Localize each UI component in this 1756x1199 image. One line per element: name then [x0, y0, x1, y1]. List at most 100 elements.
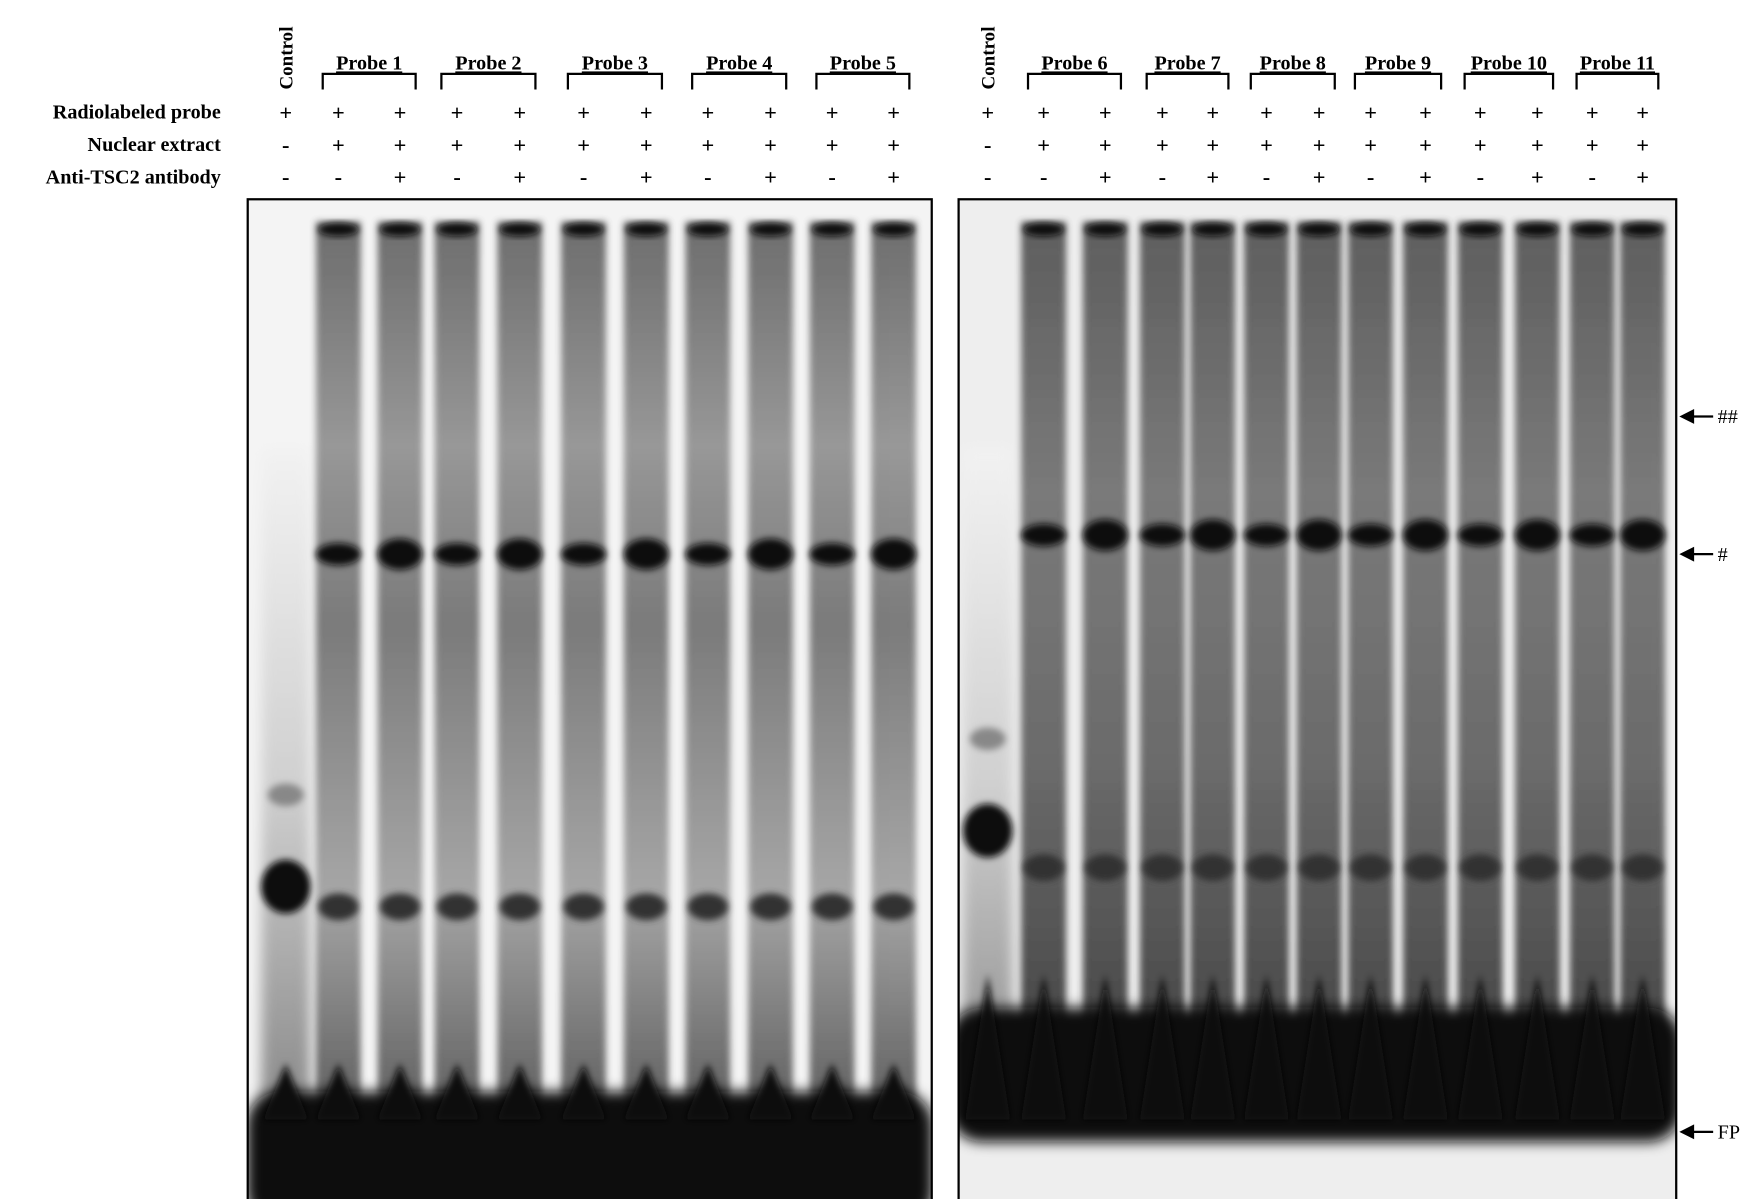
- gel-lane: [561, 221, 606, 1118]
- probe-bracket: [1249, 72, 1336, 90]
- free-probe-peak: [1021, 973, 1067, 1120]
- gel-band: [963, 803, 1013, 858]
- sign: +: [1037, 132, 1050, 157]
- gel-band: [1139, 523, 1185, 547]
- gel-lane: [1403, 221, 1448, 1118]
- sign: +: [764, 132, 777, 157]
- gel-panel: [247, 199, 932, 1199]
- gel-well: [1298, 222, 1340, 237]
- sign: -: [1477, 165, 1484, 190]
- gel-band: [434, 542, 480, 566]
- gel-lane: [809, 221, 855, 1118]
- free-probe-peak: [434, 1063, 480, 1120]
- free-probe-peak: [623, 1063, 669, 1120]
- gel-band: [969, 727, 1006, 751]
- free-probe-peak: [263, 1063, 309, 1120]
- gel-lane: [434, 221, 480, 1118]
- gel-lane: [1296, 221, 1342, 1118]
- free-probe-peak: [871, 1063, 917, 1120]
- gel-lane: [1348, 221, 1393, 1118]
- gel-well: [436, 222, 478, 237]
- free-probe-peak: [316, 1063, 361, 1120]
- sign: +: [577, 132, 590, 157]
- probe-bracket: [440, 72, 537, 90]
- sign: -: [282, 165, 289, 190]
- sign: +: [1586, 100, 1599, 125]
- free-probe-peak: [685, 1063, 731, 1120]
- gel-band: [626, 893, 667, 921]
- sign: +: [577, 100, 590, 125]
- gel-well: [1023, 222, 1064, 237]
- gel-band: [267, 783, 304, 807]
- gel-lane: [685, 221, 731, 1118]
- gel-band: [685, 542, 731, 566]
- gel-band: [623, 538, 669, 570]
- gel-band: [1085, 854, 1126, 882]
- free-probe-peak: [1348, 973, 1393, 1120]
- sign: -: [282, 132, 289, 157]
- gel-band: [1348, 523, 1393, 547]
- sign: +: [1474, 100, 1487, 125]
- sign: +: [513, 132, 526, 157]
- gel-band: [1515, 519, 1560, 551]
- gel-lane: [1515, 221, 1560, 1118]
- sign: +: [887, 100, 900, 125]
- gel-band: [379, 893, 421, 921]
- sign: +: [1419, 100, 1432, 125]
- free-probe-peak: [1515, 973, 1560, 1120]
- free-probe-peak: [1403, 973, 1448, 1120]
- gel-band: [809, 542, 855, 566]
- free-probe-peak: [1244, 973, 1289, 1120]
- probe-label: Probe 10: [1471, 52, 1547, 74]
- sign: +: [513, 165, 526, 190]
- gel-band: [873, 893, 914, 921]
- gel-well: [1405, 222, 1446, 237]
- gel-lane: [871, 221, 917, 1118]
- probe-bracket: [1463, 72, 1555, 90]
- probe-label: Probe 8: [1260, 52, 1326, 74]
- sign: +: [1364, 132, 1377, 157]
- gel-band: [1569, 523, 1615, 547]
- probe-bracket: [691, 72, 788, 90]
- free-probe-peak: [377, 1063, 423, 1120]
- gel-well: [1622, 222, 1663, 237]
- sign: +: [451, 132, 464, 157]
- sign: +: [394, 132, 407, 157]
- probe-label: Probe 3: [582, 52, 648, 74]
- sign: +: [1313, 132, 1326, 157]
- gel-band: [687, 893, 728, 921]
- sign: +: [394, 165, 407, 190]
- sign: +: [1419, 132, 1432, 157]
- arrows: [1679, 409, 1714, 1140]
- gel-well: [750, 222, 791, 237]
- gel-band: [1296, 519, 1342, 551]
- probe-label: Probe 9: [1365, 52, 1431, 74]
- marker-label: FP: [1718, 1122, 1740, 1144]
- gel-well: [1572, 222, 1613, 237]
- sign: +: [1206, 132, 1219, 157]
- sign: -: [335, 165, 342, 190]
- sign: +: [394, 100, 407, 125]
- sign: +: [887, 132, 900, 157]
- gel-band: [1572, 854, 1613, 882]
- sign: +: [1531, 132, 1544, 157]
- free-probe-peak: [748, 1063, 793, 1120]
- gel-band: [1460, 854, 1501, 882]
- probe-label: Probe 2: [455, 52, 521, 74]
- gel-band: [497, 538, 543, 570]
- gel-lane: [1021, 221, 1067, 1118]
- gel-lane: [1620, 221, 1666, 1118]
- gel-well: [379, 222, 421, 237]
- gel-lane: [497, 221, 543, 1118]
- sign: +: [1260, 100, 1273, 125]
- free-probe-peak: [497, 1063, 543, 1120]
- gel-band: [1405, 854, 1446, 882]
- gel-band: [436, 893, 478, 921]
- gel-well: [1460, 222, 1501, 237]
- gel-well: [687, 222, 728, 237]
- sign: +: [1474, 132, 1487, 157]
- sign: +: [887, 165, 900, 190]
- sign: +: [332, 132, 345, 157]
- sign: -: [704, 165, 711, 190]
